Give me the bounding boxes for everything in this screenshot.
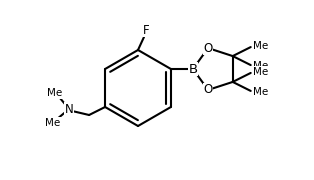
- Text: Me: Me: [253, 61, 268, 71]
- Text: N: N: [65, 102, 73, 116]
- Text: B: B: [188, 62, 198, 75]
- Text: O: O: [203, 42, 213, 55]
- Text: Me: Me: [253, 87, 268, 97]
- Text: O: O: [203, 83, 213, 96]
- Text: Me: Me: [47, 88, 63, 98]
- Text: F: F: [143, 24, 149, 37]
- Text: Me: Me: [253, 67, 268, 77]
- Text: Me: Me: [253, 41, 268, 51]
- Text: Me: Me: [46, 118, 61, 128]
